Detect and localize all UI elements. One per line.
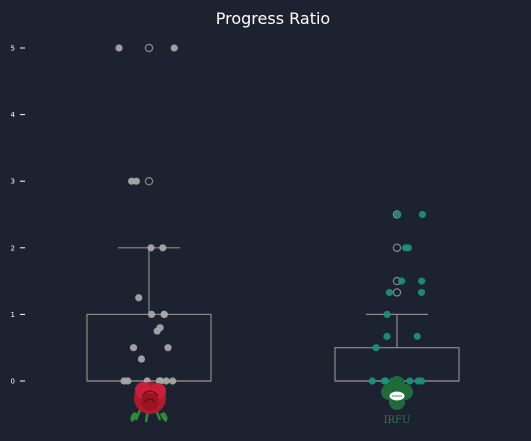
y-tick-label-2: 2 (11, 244, 15, 252)
point-1-1 (418, 210, 426, 219)
point-1-0 (394, 210, 402, 219)
outlier-0-1 (144, 43, 154, 53)
point-0-1 (170, 44, 178, 52)
y-tick-label-4: 4 (11, 111, 16, 119)
point-1-9 (413, 332, 421, 340)
point-0-18 (155, 377, 163, 385)
point-1-3 (402, 244, 410, 252)
point-0-8 (160, 310, 168, 318)
england-rose-icon (130, 382, 168, 423)
point-1-8 (383, 310, 391, 318)
y-tick-label-1: 1 (11, 311, 15, 319)
point-1-17 (406, 377, 414, 385)
chart-title: Progress Ratio (216, 9, 330, 28)
y-tick-label-5: 5 (11, 45, 15, 53)
point-0-20 (169, 377, 177, 385)
point-0-0 (115, 44, 123, 52)
point-1-4 (398, 277, 406, 285)
y-axis: 0 1 2 3 4 5 (11, 45, 25, 386)
point-1-6 (417, 288, 426, 297)
point-0-14 (137, 355, 146, 363)
point-0-13 (129, 344, 138, 352)
point-1-11 (372, 344, 380, 352)
point-1-10 (383, 332, 391, 340)
point-0-4 (159, 244, 167, 252)
point-0-12 (164, 344, 172, 352)
irfu-logo-text: IRFU (384, 415, 411, 426)
y-tick-label-0: 0 (11, 378, 15, 386)
point-0-5 (147, 244, 155, 252)
irfu-shamrock-icon: IRFU (381, 376, 413, 426)
point-1-20 (380, 377, 388, 385)
point-0-3 (128, 177, 136, 185)
point-1-5 (418, 277, 426, 285)
point-1-18 (414, 377, 422, 385)
series-1 (334, 210, 460, 385)
series-0 (86, 43, 212, 385)
point-0-9 (147, 310, 156, 318)
outlier-1-0 (392, 288, 402, 297)
box-0 (86, 313, 212, 382)
point-0-11 (153, 327, 161, 335)
outlier-1-2 (392, 243, 402, 252)
point-1-7 (385, 288, 393, 297)
team-logos: IRFU (130, 376, 413, 426)
outlier-0-0 (144, 176, 154, 186)
plot-area (86, 43, 460, 385)
y-tick-label-3: 3 (11, 178, 15, 186)
point-0-6 (135, 294, 143, 302)
point-1-19 (368, 377, 376, 385)
point-0-21 (162, 377, 170, 385)
point-0-22 (124, 377, 132, 385)
